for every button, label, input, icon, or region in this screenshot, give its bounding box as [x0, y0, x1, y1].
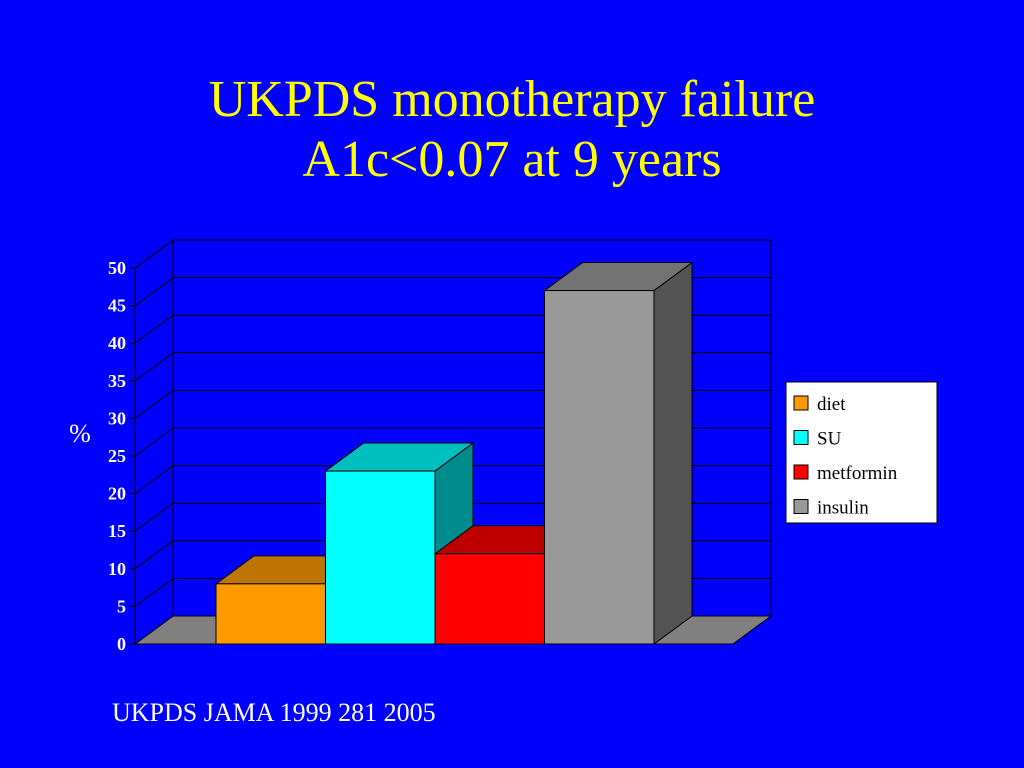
legend-swatch: [793, 464, 809, 480]
y-axis-label: %: [69, 419, 91, 448]
side-gridline: [134, 427, 174, 457]
side-gridline: [134, 465, 174, 495]
side-gridline: [134, 540, 174, 570]
y-tick-label: 50: [108, 258, 126, 278]
side-gridline: [134, 502, 174, 532]
source-citation: UKPDS JAMA 1999 281 2005: [112, 698, 436, 727]
side-gridline: [134, 577, 174, 607]
y-tick-label: 45: [108, 296, 126, 316]
legend-swatch: [793, 499, 809, 514]
legend-label-metformin: metformin: [817, 463, 898, 484]
y-tick-label: 25: [108, 446, 126, 466]
y-tick-label: 35: [108, 371, 126, 391]
legend-swatch: [793, 430, 809, 445]
bar-insulin: [542, 261, 694, 645]
y-tick-label: 40: [108, 333, 126, 353]
y-tick-label: 0: [117, 634, 126, 654]
slide-title: UKPDS monotherapy failure A1c<0.07 at 9 …: [0, 70, 1024, 190]
bar-front-face: [434, 553, 545, 645]
legend-box: [785, 381, 938, 524]
y-tick-label: 20: [108, 484, 126, 504]
y-tick-label: 10: [108, 559, 126, 579]
side-gridline: [134, 314, 174, 344]
y-tick-label: 30: [108, 408, 126, 428]
title-line-1: UKPDS monotherapy failure: [208, 71, 816, 128]
side-gridline: [134, 389, 174, 419]
bar-front-face: [544, 290, 655, 645]
bar-front-face: [325, 470, 436, 645]
side-gridline: [134, 352, 174, 382]
side-gridline: [134, 239, 174, 269]
bar-front-face: [215, 583, 326, 645]
side-gridline: [134, 277, 174, 307]
legend-swatch: [793, 395, 809, 411]
y-tick-label: 15: [108, 521, 126, 541]
title-line-2: A1c<0.07 at 9 years: [302, 131, 722, 188]
y-tick-label: 5: [117, 596, 126, 616]
legend-label-insulin: insulin: [817, 498, 869, 519]
legend-label-diet: diet: [817, 394, 846, 415]
bar-side-face: [653, 261, 693, 645]
legend-label-SU: SU: [817, 429, 842, 450]
